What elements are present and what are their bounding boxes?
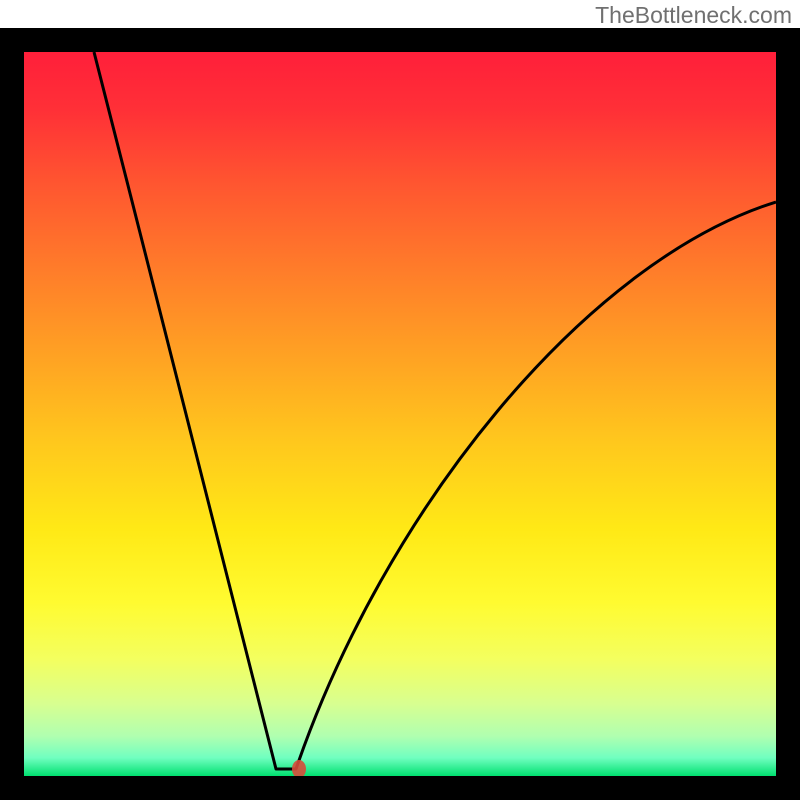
chart-frame: TheBottleneck.com — [0, 0, 800, 800]
border-top — [0, 28, 800, 52]
border-bottom — [0, 776, 800, 800]
border-right — [776, 28, 800, 800]
watermark-text: TheBottleneck.com — [595, 2, 792, 29]
bottleneck-curve — [24, 52, 776, 776]
border-left — [0, 28, 24, 800]
optimum-marker — [292, 760, 306, 776]
